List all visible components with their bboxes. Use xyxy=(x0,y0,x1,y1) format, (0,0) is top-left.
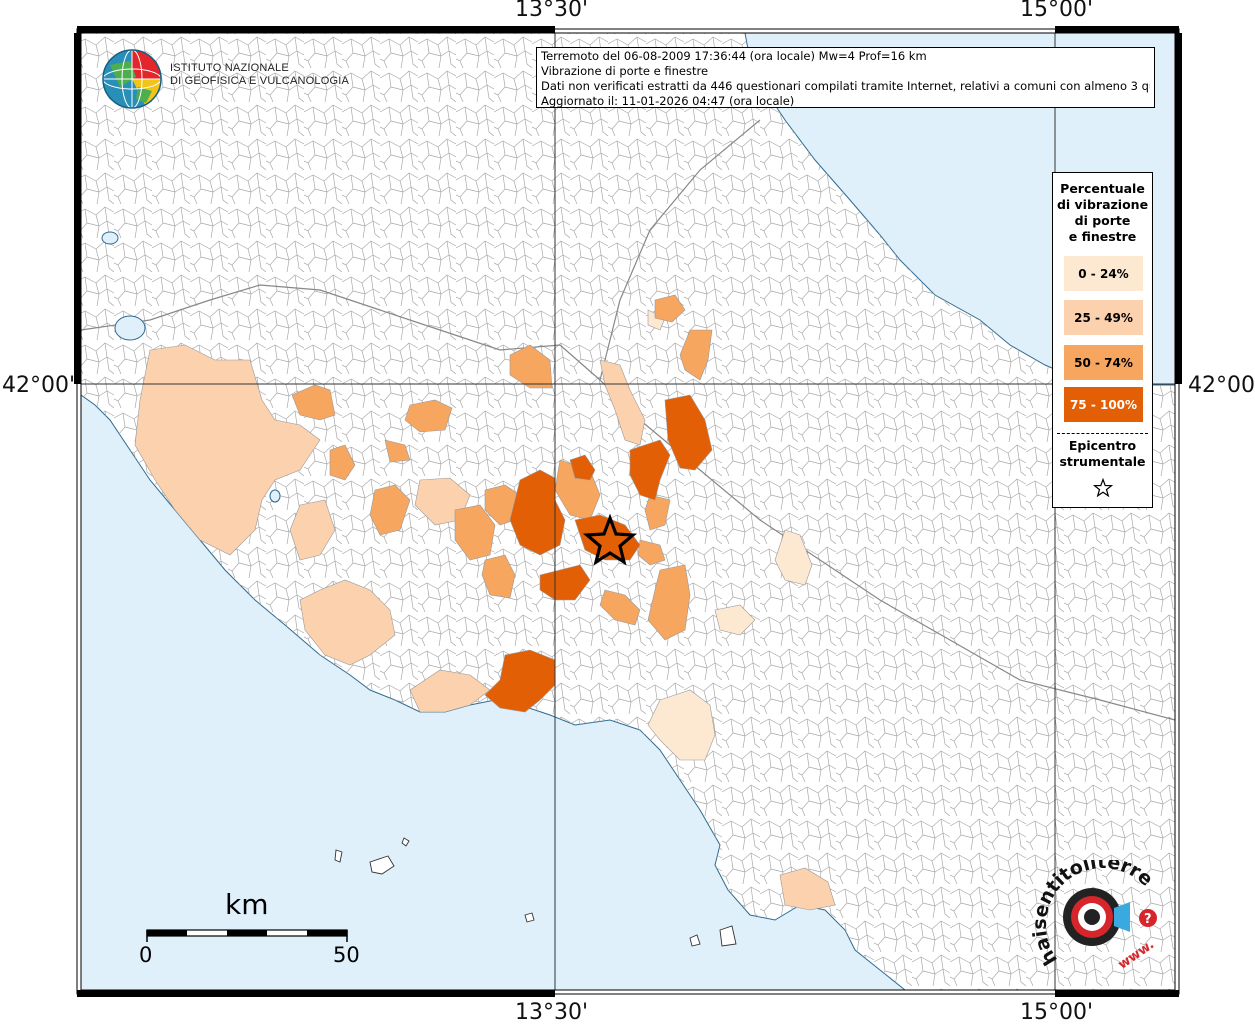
legend-class-4: 75 - 100% xyxy=(1064,387,1143,422)
legend-title-line2: di vibrazione xyxy=(1056,197,1149,212)
islands xyxy=(334,837,737,947)
event-info-line3: Dati non verificati estratti da 446 ques… xyxy=(541,79,1150,93)
haisentito-www: www. xyxy=(1116,937,1157,972)
legend-title-line1: Percentuale xyxy=(1060,181,1145,196)
epicenter-star-icon xyxy=(582,513,638,566)
coord-top-2: 15°00' xyxy=(1020,0,1094,22)
ingv-logo-line1: ISTITUTO NAZIONALE xyxy=(170,62,289,74)
haisentito-logo-icon: haisentitoilterremoto.it ? www. xyxy=(1020,843,1157,973)
municipality-borders xyxy=(81,33,1175,990)
legend-separator xyxy=(1057,433,1148,434)
scale-min: 0 xyxy=(139,943,153,967)
svg-text:?: ? xyxy=(1144,912,1152,927)
event-info-box: Terremoto del 06-08-2009 17:36:44 (ora l… xyxy=(536,47,1155,108)
legend: Percentuale di vibrazione di porte e fin… xyxy=(1052,172,1153,508)
lake-bracciano xyxy=(269,489,281,503)
legend-class-3: 50 - 74% xyxy=(1064,345,1143,380)
class-25-49-areas xyxy=(134,344,836,911)
legend-class-1: 0 - 24% xyxy=(1064,256,1143,291)
coord-top-1: 13°30' xyxy=(515,0,589,22)
event-info-line2: Vibrazione di porte e finestre xyxy=(541,64,709,78)
scale-max: 50 xyxy=(333,943,360,967)
class-75-100-areas xyxy=(484,394,713,713)
scale-bar xyxy=(146,929,348,942)
scale-unit: km xyxy=(225,888,269,921)
coord-left: 42°00' xyxy=(2,373,76,398)
lake-trasimeno xyxy=(101,231,119,245)
coord-bottom-1: 13°30' xyxy=(515,1000,589,1025)
legend-class-2: 25 - 49% xyxy=(1064,300,1143,335)
map-frame xyxy=(74,26,1182,997)
ingv-logo-text: ISTITUTO NAZIONALE DI GEOFISICA E VULCAN… xyxy=(170,62,349,88)
ingv-logo-line2: DI GEOFISICA E VULCANOLOGIA xyxy=(170,75,349,87)
class-50-74-areas xyxy=(291,294,713,641)
legend-title-line4: e finestre xyxy=(1068,229,1137,244)
legend-star-icon xyxy=(1093,478,1113,498)
class-0-24-areas xyxy=(647,309,813,761)
legend-title-line3: di porte xyxy=(1074,213,1131,228)
legend-epicenter-label: Epicentro strumentale xyxy=(1053,438,1152,470)
event-info-line1: Terremoto del 06-08-2009 17:36:44 (ora l… xyxy=(541,49,927,63)
coord-right: 42°00' xyxy=(1188,373,1255,398)
event-info-line4: Aggiornato il: 11-01-2026 04:47 (ora loc… xyxy=(541,94,795,108)
haisentito-badge: haisentitoilterremoto.it ? www. xyxy=(1020,843,1170,979)
legend-epicenter-line2: strumentale xyxy=(1059,454,1146,469)
legend-epicenter-line1: Epicentro xyxy=(1068,438,1137,453)
coord-bottom-2: 15°00' xyxy=(1020,1000,1094,1025)
ingv-globe-icon xyxy=(102,49,162,109)
legend-title: Percentuale di vibrazione di porte e fin… xyxy=(1053,181,1152,245)
lake-bolsena xyxy=(114,315,146,341)
